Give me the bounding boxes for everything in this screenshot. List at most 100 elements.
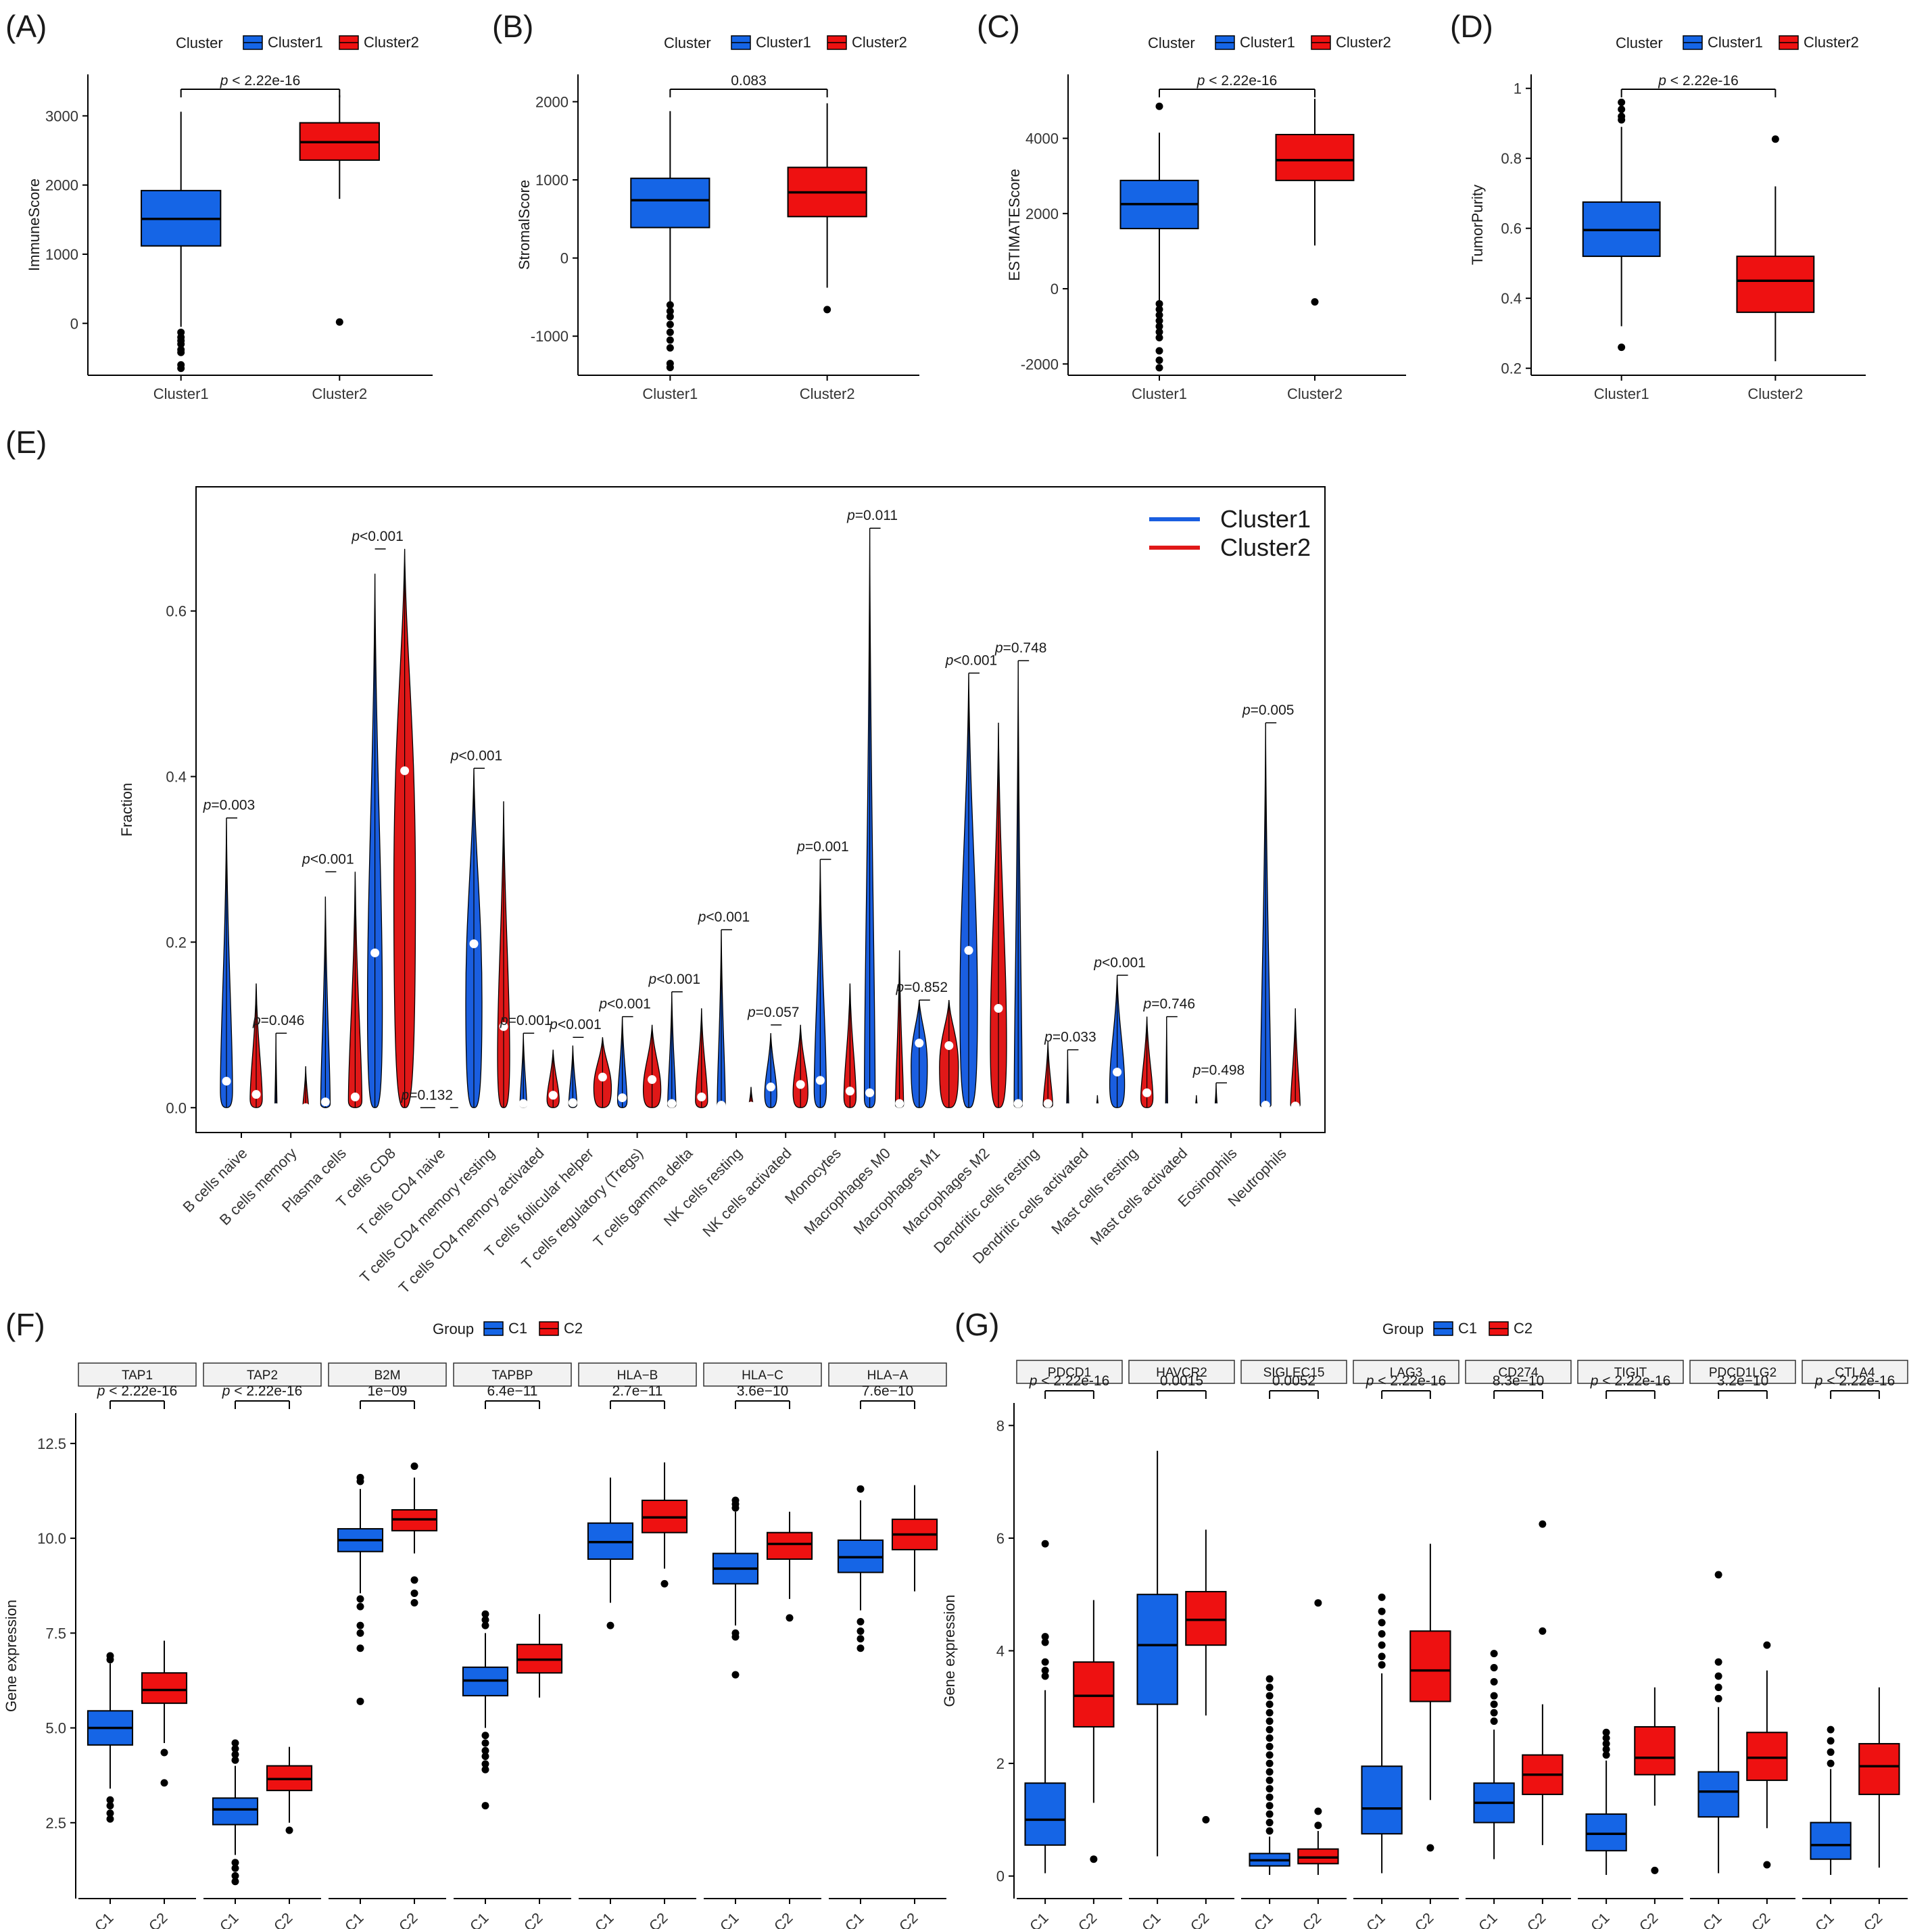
y-tick-label: 0.2: [166, 934, 187, 951]
outlier-point: [1426, 1844, 1434, 1852]
box-cluster2: [1275, 99, 1355, 306]
outlier-point: [1539, 1520, 1547, 1528]
outlier-point: [1490, 1677, 1498, 1686]
box-body: [1136, 1594, 1178, 1705]
x-tick-label: C2: [1636, 1909, 1662, 1929]
x-tick-label: C2: [1748, 1909, 1774, 1929]
pvalue-label: 0.0052: [1272, 1373, 1315, 1389]
violin-median-dot: [301, 1103, 310, 1112]
y-axis-title: ESTIMATEScore: [1006, 169, 1023, 281]
outlier-point: [666, 320, 674, 329]
pvalue-label: 0.083: [731, 73, 767, 89]
violin-group: p=0.746 Mast cells activated: [1087, 997, 1201, 1248]
legend-label-cluster1: Cluster1: [756, 34, 811, 51]
outlier-point: [231, 1864, 239, 1872]
y-axis-title: ImmuneScore: [26, 178, 43, 271]
box-c1: [837, 1485, 884, 1652]
y-tick-label: 6: [996, 1530, 1005, 1547]
violin-median-dot: [865, 1088, 875, 1097]
y-tick-label: 0: [996, 1868, 1005, 1885]
pvalue-label: p=0.046: [252, 1013, 305, 1028]
box-cluster1: [1582, 98, 1661, 352]
box-cluster1: [1119, 102, 1199, 372]
y-tick-label: 2: [996, 1755, 1005, 1772]
outlier-point: [1827, 1759, 1835, 1767]
facet-strip-label: TIGIT: [1614, 1366, 1647, 1380]
pvalue-label: p < 2.22e-16: [1658, 73, 1739, 89]
legend-label-cluster2: Cluster2: [1336, 34, 1391, 51]
pvalue-label: p=0.003: [203, 798, 256, 813]
legend-label-cluster2: Cluster2: [1220, 533, 1311, 561]
y-tick-label: 0.8: [1501, 150, 1522, 167]
box-cluster1: [141, 112, 222, 373]
pvalue-label: p<0.001: [549, 1017, 602, 1032]
x-tick-label: Cluster1: [642, 385, 698, 402]
outlier-point: [1155, 311, 1163, 319]
outlier-point: [1265, 1717, 1274, 1725]
outlier-point: [106, 1652, 114, 1660]
outlier-point: [1265, 1810, 1274, 1818]
pvalue-label: p<0.001: [450, 748, 503, 763]
panel-label: (G): [955, 1307, 999, 1342]
box-body: [1858, 1742, 1900, 1795]
pvalue-label: p < 2.22e-16: [97, 1383, 178, 1399]
box-body: [766, 1531, 813, 1560]
outlier-point: [1155, 364, 1163, 372]
outlier-point: [356, 1644, 364, 1652]
violin-median-dot: [400, 766, 410, 776]
outlier-point: [356, 1473, 364, 1481]
outlier-point: [1827, 1725, 1835, 1734]
outlier-point: [1041, 1667, 1049, 1675]
facet-strip: [1689, 1360, 1796, 1384]
outlier-point: [356, 1595, 364, 1603]
outlier-point: [481, 1739, 489, 1747]
pvalue-label: 3.2e−10: [1717, 1373, 1769, 1389]
outlier-point: [1378, 1619, 1386, 1627]
violin-median-dot: [697, 1092, 706, 1101]
outlier-point: [1155, 102, 1163, 110]
plot-frame: [195, 486, 1326, 1133]
y-axis-title: StromalScore: [516, 180, 533, 270]
y-tick-label: 12.5: [37, 1435, 66, 1452]
box-c2: [1746, 1641, 1788, 1869]
outlier-point: [481, 1616, 489, 1624]
legend-label-c1: C1: [1458, 1320, 1477, 1337]
x-tick-label: C1: [341, 1909, 367, 1929]
violin-median-dot: [746, 1101, 756, 1111]
outlier-point: [410, 1589, 418, 1597]
facet-strip-label: CD274: [1498, 1366, 1539, 1380]
box-body: [212, 1797, 259, 1826]
outlier-point: [1265, 1742, 1274, 1751]
outlier-point: [1602, 1728, 1610, 1736]
facet-strip: [578, 1362, 697, 1387]
violin-group: p=0.011 Macrophages M0: [800, 508, 904, 1238]
box-body: [1024, 1782, 1066, 1846]
outlier-point: [106, 1796, 114, 1804]
pvalue-label: p=0.748: [994, 640, 1047, 656]
facet-strip: [1465, 1360, 1572, 1384]
x-tick-label: C2: [1860, 1909, 1886, 1929]
outlier-point: [481, 1746, 489, 1755]
facet-strip: [1240, 1360, 1347, 1384]
box-cluster2: [1736, 135, 1815, 362]
outlier-point: [1314, 1807, 1322, 1815]
violin-median-dot: [222, 1076, 231, 1086]
outlier-point: [1763, 1861, 1771, 1869]
pvalue-label: p=0.001: [796, 839, 849, 855]
outlier-point: [1265, 1734, 1274, 1742]
outlier-point: [1155, 347, 1163, 355]
facet-hlab: HLA−B2.7e−11 C1 C2: [578, 1362, 697, 1929]
x-tick-label: C2: [771, 1909, 796, 1929]
x-tick-label: C1: [1138, 1909, 1164, 1929]
outlier-point: [856, 1627, 865, 1636]
facet-strip-label: HLA−A: [867, 1368, 909, 1383]
outlier-point: [1378, 1661, 1386, 1669]
box-cluster2: [787, 103, 867, 314]
violin-median-dot: [1192, 1103, 1201, 1112]
outlier-point: [1155, 306, 1163, 314]
outlier-point: [177, 348, 185, 356]
violin-median-dot: [1211, 1103, 1221, 1112]
